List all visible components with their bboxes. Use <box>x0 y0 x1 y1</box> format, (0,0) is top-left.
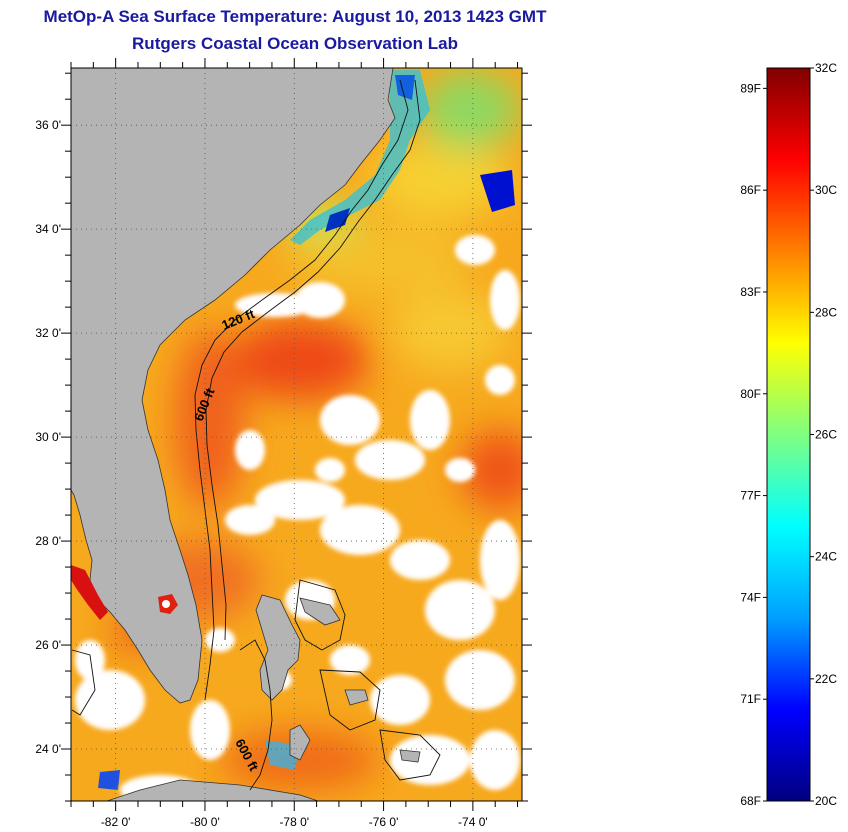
lon-tick-label: -80 0' <box>190 815 220 829</box>
warm-coastal-water <box>71 565 178 620</box>
lat-tick-label: 28 0' <box>35 534 61 548</box>
colorbar-celsius-label: 22C <box>815 672 837 686</box>
lon-tick-label: -78 0' <box>279 815 309 829</box>
colorbar-fahrenheit-label: 80F <box>740 387 761 401</box>
cuba <box>105 779 320 801</box>
latitude-labels: 36 0' 34 0' 32 0' 30 0' 28 0' 26 0' 24 0' <box>35 118 61 756</box>
bahamas-eleuthera <box>344 689 369 706</box>
colorbar-fahrenheit-label: 77F <box>740 489 761 503</box>
map-plot-area <box>71 68 522 801</box>
lat-tick-label: 26 0' <box>35 638 61 652</box>
map-frame <box>70 67 523 802</box>
lat-tick-label: 32 0' <box>35 326 61 340</box>
colorbar-fahrenheit-label: 74F <box>740 590 761 604</box>
colorbar-fahrenheit-label: 89F <box>740 81 761 95</box>
map-tick-marks <box>61 58 532 811</box>
colorbar-fahrenheit-label: 68F <box>740 794 761 808</box>
longitude-labels: -82 0' -80 0' -78 0' -76 0' -74 0' <box>101 815 488 829</box>
map-title: MetOp-A Sea Surface Temperature: August … <box>43 7 547 26</box>
colorbar-fahrenheit-label: 83F <box>740 285 761 299</box>
lon-tick-label: -74 0' <box>458 815 488 829</box>
colorbar-celsius-label: 20C <box>815 794 837 808</box>
contour-bahama-bank-2 <box>319 669 381 731</box>
bahamas-island-small <box>399 749 421 763</box>
colorbar-fahrenheit-label: 86F <box>740 183 761 197</box>
lat-tick-label: 24 0' <box>35 742 61 756</box>
contour-120ft <box>194 79 409 701</box>
lat-tick-label: 36 0' <box>35 118 61 132</box>
lon-tick-label: -76 0' <box>369 815 399 829</box>
bahamas-abaco <box>299 597 341 626</box>
colorbar-celsius-label: 28C <box>815 305 837 319</box>
contour-600ft-straits <box>239 639 273 791</box>
contour-600ft <box>205 79 421 641</box>
colorbar-celsius-labels: 32C 30C 28C 26C 24C 22C 20C <box>810 61 837 808</box>
colorbar-fahrenheit-labels: 89F 86F 83F 80F 77F 74F 71F 68F <box>740 81 767 808</box>
contour-florida-keys <box>71 649 96 716</box>
colorbar-gradient <box>766 67 811 802</box>
colorbar-celsius-label: 24C <box>815 550 837 564</box>
lon-tick-label: -82 0' <box>101 815 131 829</box>
colorbar-celsius-label: 32C <box>815 61 837 75</box>
colorbar-fahrenheit-label: 71F <box>740 692 761 706</box>
lat-tick-label: 30 0' <box>35 430 61 444</box>
contour-bahama-bank-3 <box>379 729 441 781</box>
colorbar-celsius-label: 30C <box>815 183 837 197</box>
bahamas-island <box>289 724 311 761</box>
lat-tick-label: 34 0' <box>35 222 61 236</box>
colorbar-celsius-label: 26C <box>815 428 837 442</box>
map-subtitle: Rutgers Coastal Ocean Observation Lab <box>132 34 458 53</box>
map-gridlines <box>71 68 522 801</box>
